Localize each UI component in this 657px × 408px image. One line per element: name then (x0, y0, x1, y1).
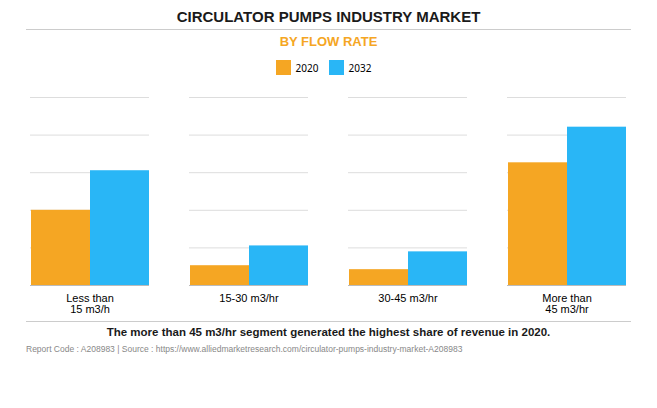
html-text:The more than 45 m3/hr segment: The more than 45 m3/hr segment generated… (106, 326, 551, 338)
svg-text:More than45 m3/hr: More than45 m3/hr (542, 292, 592, 315)
html-text:2020: 2020 (295, 60, 319, 75)
html-text:BY FLOW RATE: BY FLOW RATE (279, 34, 378, 49)
svg-text:Less than15 m3/h: Less than15 m3/h (66, 292, 114, 315)
html-text:Report Code : A208983 | Source: Report Code : A208983 | Source : https:/… (26, 344, 463, 354)
svg-text:30-45 m3/hr: 30-45 m3/hr (378, 292, 438, 304)
html-text:2032: 2032 (348, 60, 372, 75)
html-text:CIRCULATOR PUMPS INDUSTRY MARK: CIRCULATOR PUMPS INDUSTRY MARKET (176, 8, 481, 25)
svg-text:15-30 m3/hr: 15-30 m3/hr (219, 292, 279, 304)
